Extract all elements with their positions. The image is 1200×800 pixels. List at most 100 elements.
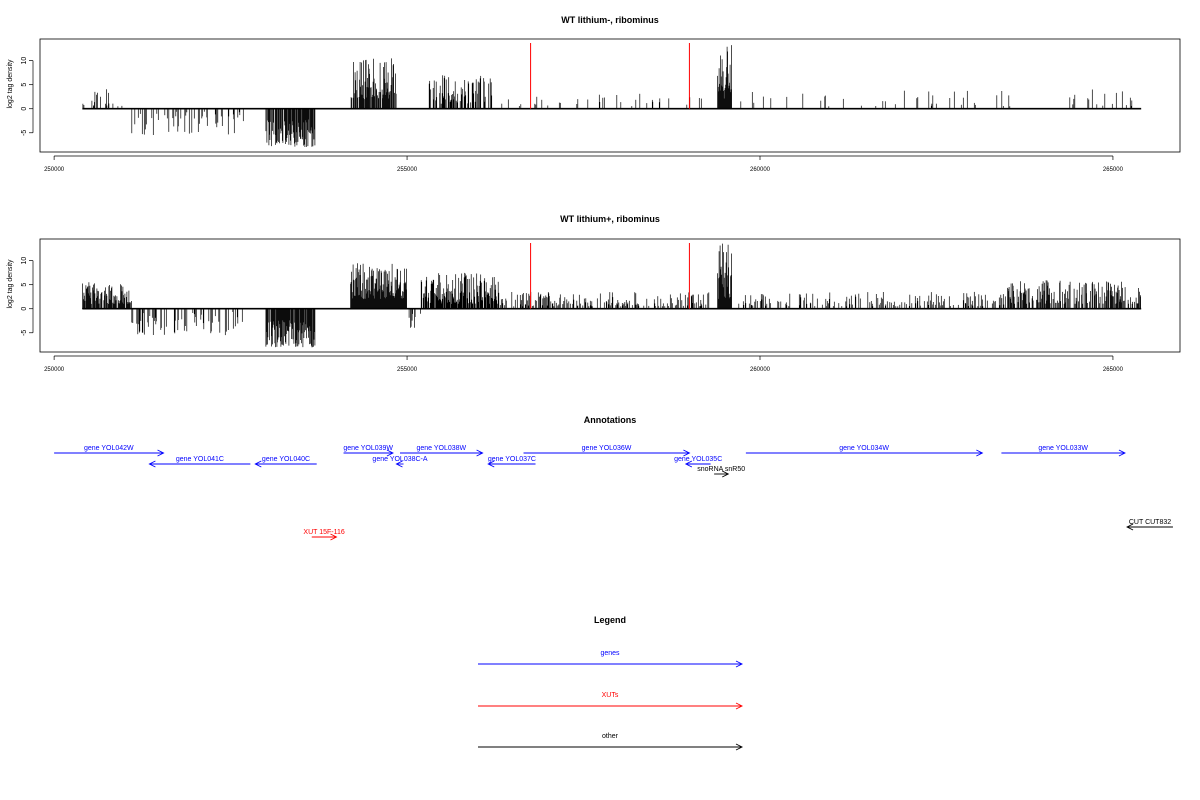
legend-arrow [478,660,744,668]
x-tick-label: 265000 [1103,367,1124,373]
annotations-title: Annotations [584,415,637,425]
legend-entry: XUTs [478,692,744,710]
arrow-head [148,460,156,468]
feature-label: snoRNA snR50 [697,466,745,473]
y-axis-label: log2 tag density [7,59,14,109]
feature-arrow [487,460,536,468]
legend-arrow [478,743,744,751]
feature-arrow [1126,523,1173,531]
arrow-head [722,470,730,478]
feature-arrow [395,460,404,468]
feature-arrow [254,460,317,468]
feature-label: gene YOL042W [84,445,134,452]
track-panel-lithium-plus: WT lithium+, ribominus log2 tag density … [7,214,1181,373]
arrow-head [976,449,984,457]
arrow-head [1126,523,1134,531]
arrow-head [684,460,693,468]
feature-arrow [311,533,338,541]
y-tick-label: 10 [21,57,28,65]
annotation-feature: gene YOL033W [1001,445,1126,457]
legend-entry: genes [478,650,744,668]
plot-frame [39,238,1181,353]
feature-arrow [523,449,691,457]
feature-arrow [745,449,984,457]
x-tick-label: 255000 [397,367,418,373]
arrow-head [735,743,744,751]
annotation-feature: gene YOL040C [254,456,317,468]
annotation-feature: gene YOL042W [54,445,165,457]
arrow-head [157,449,165,457]
feature-label: gene YOL040C [262,456,310,463]
feature-label: gene YOL035C [674,456,722,463]
arrow-head [386,449,394,457]
feature-label: gene YOL034W [839,445,889,452]
annotation-feature: gene YOL041C [148,456,251,468]
legend-entries: genes XUTs other [478,650,744,751]
x-tick-label: 260000 [750,167,771,173]
feature-label: gene YOL041C [176,456,224,463]
y-tick-label: 5 [21,283,28,287]
signal-bars [82,43,1142,147]
x-tick-label: 265000 [1103,167,1124,173]
annotation-feature: CUT CUT832 [1126,519,1173,531]
feature-label: gene YOL033W [1038,445,1088,452]
axes: 250000 255000 260000 265000 -5 0 5 10 [21,57,1124,173]
legend-panel: Legend genes XUTs other [478,615,744,751]
y-tick-label: 10 [21,257,28,265]
feature-label: gene YOL036W [582,445,632,452]
x-tick-label: 250000 [44,167,65,173]
annotation-feature: gene YOL034W [745,445,984,457]
arrow-head [735,702,744,710]
panel-title: WT lithium-, ribominus [561,15,659,25]
plot-frame [39,38,1181,153]
annotation-feature: gene YOL036W [523,445,691,457]
feature-label: XUT 15F-116 [303,529,344,536]
y-tick-label: -5 [21,130,28,136]
legend-entry: other [478,733,744,751]
signal-bars [82,243,1142,348]
arrow-head [476,449,484,457]
x-tick-label: 255000 [397,167,418,173]
y-tick-label: 5 [21,83,28,87]
arrow-head [254,460,262,468]
annotation-features: gene YOL042W gene YOL041C gene YOL040C gene… [54,445,1173,541]
y-axis-label: log2 tag density [7,259,14,309]
x-tick-label: 260000 [750,367,771,373]
feature-arrow [343,449,394,457]
x-tick-label: 250000 [44,367,65,373]
feature-arrow [400,449,484,457]
annotation-feature: gene YOL037C [487,456,536,468]
feature-label: CUT CUT832 [1129,519,1171,526]
arrow-head [735,660,744,668]
feature-label: gene YOL038C-A [372,456,427,463]
arrow-head [330,533,338,541]
legend-label: genes [600,650,620,657]
legend-label: XUTs [602,692,619,699]
arrow-head [395,460,403,468]
feature-arrow [1001,449,1126,457]
panel-title: WT lithium+, ribominus [560,214,660,224]
feature-label: gene YOL038W [416,445,466,452]
annotation-feature: snoRNA snR50 [697,466,745,478]
feature-label: gene YOL037C [488,456,536,463]
feature-arrow [714,470,730,478]
annotation-feature: XUT 15F-116 [303,529,345,541]
y-tick-label: -5 [21,330,28,336]
feature-label: gene YOL039W [343,445,393,452]
legend-label: other [602,733,619,740]
legend-arrow [478,702,744,710]
track-panel-lithium-minus: WT lithium-, ribominus log2 tag density … [7,15,1181,173]
annotation-feature: gene YOL035C [674,456,722,468]
feature-arrow [54,449,165,457]
annotation-feature: gene YOL039W [343,445,394,457]
arrow-head [487,460,495,468]
annotation-feature: gene YOL038W [400,445,484,457]
arrow-head [683,449,691,457]
y-tick-label: 0 [21,107,28,111]
feature-arrow [684,460,711,468]
legend-title: Legend [594,615,626,625]
feature-arrow [148,460,251,468]
